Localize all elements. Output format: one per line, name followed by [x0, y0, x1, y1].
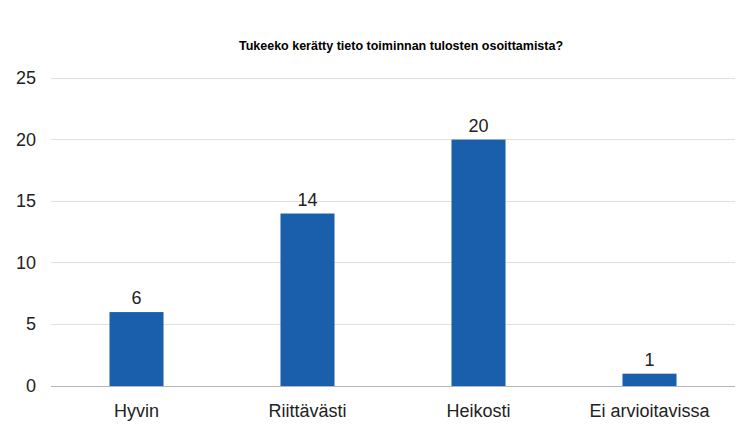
x-tick-label: Heikosti [446, 401, 510, 421]
bars [109, 140, 676, 386]
bar [451, 140, 505, 386]
data-label: 1 [644, 350, 654, 370]
data-label: 14 [297, 190, 317, 210]
grid-line [51, 78, 735, 79]
y-tick-label: 15 [16, 191, 36, 211]
x-tick-label: Ei arvioitavissa [589, 401, 710, 421]
grid [51, 78, 735, 386]
grid-line [51, 201, 735, 202]
y-tick-label: 10 [16, 253, 36, 273]
chart-title: Tukeeko kerätty tieto toiminnan tulosten… [239, 39, 563, 53]
chart-svg: Tukeeko kerätty tieto toiminnan tulosten… [0, 0, 750, 436]
x-tick-label: Hyvin [114, 401, 159, 421]
y-tick-label: 20 [16, 130, 36, 150]
chart-container: Tukeeko kerätty tieto toiminnan tulosten… [0, 0, 750, 436]
y-tick-label: 5 [26, 314, 36, 334]
bar [280, 214, 334, 386]
x-tick-label: Riittävästi [268, 401, 346, 421]
y-tick-label: 0 [26, 376, 36, 396]
data-label: 6 [131, 288, 141, 308]
bar [622, 374, 676, 386]
grid-line [51, 262, 735, 263]
data-label: 20 [468, 116, 488, 136]
grid-line [51, 139, 735, 140]
y-tick-label: 25 [16, 68, 36, 88]
bar [109, 312, 163, 386]
